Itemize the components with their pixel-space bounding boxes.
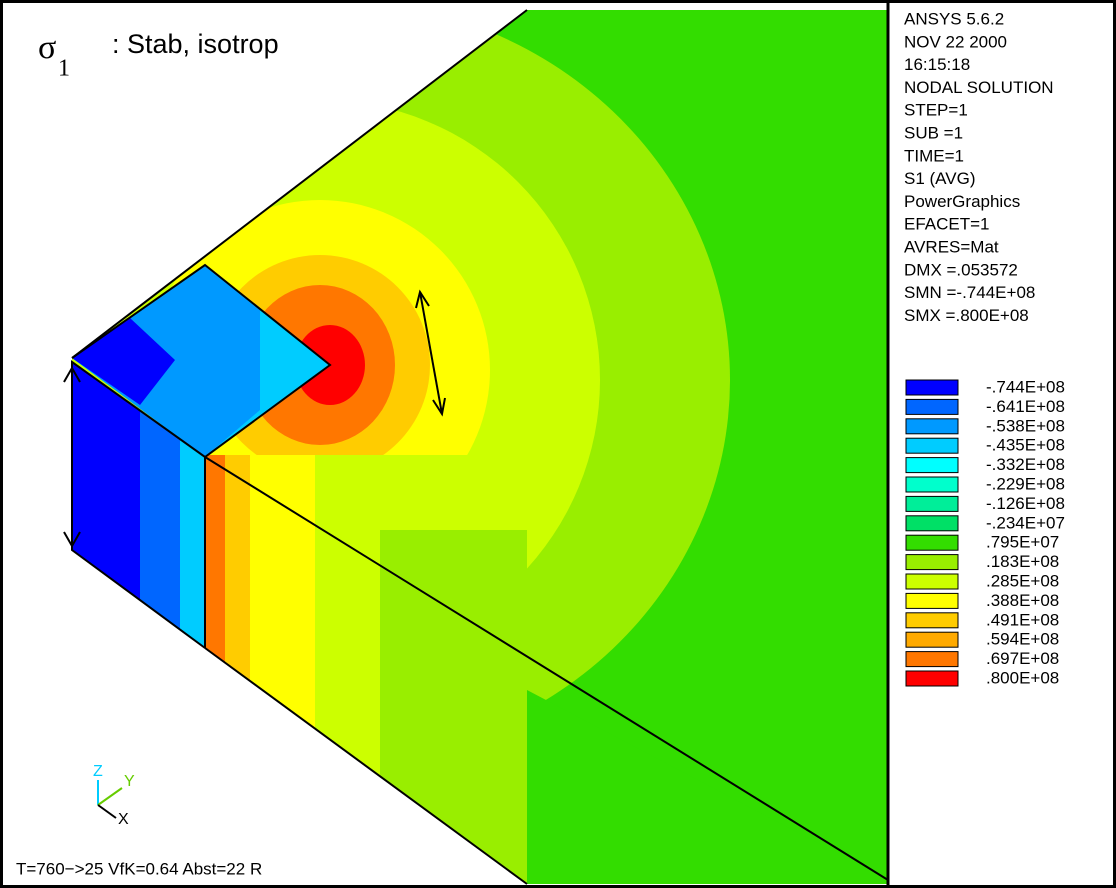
legend-label: -.435E+08 [986,436,1065,455]
legend-swatch [905,457,959,474]
legend-swatch [905,398,959,415]
legend-label: .697E+08 [986,649,1059,668]
legend-swatch [905,554,959,571]
legend-label: .491E+08 [986,610,1059,629]
triad-z: Z [93,763,103,780]
legend-swatch [905,418,959,435]
legend-label: -.538E+08 [986,416,1065,435]
legend-swatch [905,631,959,648]
info-line: S1 (AVG) [904,169,975,188]
arrows [63,289,446,549]
legend-swatch [905,495,959,512]
legend-swatch [905,612,959,629]
info-line: TIME=1 [904,146,964,165]
info-line: EFACET=1 [904,215,990,234]
title-subscript: 1 [58,56,70,82]
legend-swatch [905,534,959,551]
footer: T=760−>25 VfK=0.64 Abst=22 R [16,859,262,878]
legend-swatch [905,651,959,668]
legend-swatch [905,573,959,590]
triad-y: Y [124,773,135,790]
info-line: AVRES=Mat [904,237,999,256]
info-line: ANSYS 5.6.2 [904,9,1004,28]
info-line: PowerGraphics [904,192,1020,211]
axis-triad [97,780,123,819]
title-text: : Stab, isotrop [112,29,279,59]
legend-label: .183E+08 [986,552,1059,571]
legend-label: -.641E+08 [986,397,1065,416]
legend-label: .800E+08 [986,668,1059,687]
info-line: SUB =1 [904,123,963,142]
legend-swatch [905,476,959,493]
legend-label: -.332E+08 [986,455,1065,474]
title-symbol: σ [38,29,56,66]
legend-swatch [905,379,959,396]
info-line: 16:15:18 [904,55,970,74]
legend-label: -.744E+08 [986,377,1065,396]
legend-label: -.234E+07 [986,513,1065,532]
info-line: NOV 22 2000 [904,32,1007,51]
info-line: NODAL SOLUTION [904,78,1054,97]
legend-label: .388E+08 [986,591,1059,610]
legend-label: -.229E+08 [986,474,1065,493]
legend-swatch [905,592,959,609]
triad-x: X [118,811,129,828]
info-panel: ANSYS 5.6.2 NOV 22 2000 16:15:18 NODAL SOLU… [904,9,1065,687]
legend-swatch [905,437,959,454]
legend-label: .285E+08 [986,571,1059,590]
legend-label: .795E+07 [986,533,1059,552]
info-line: STEP=1 [904,101,968,120]
legend-label: .594E+08 [986,630,1059,649]
info-line: SMN =-.744E+08 [904,283,1035,302]
legend-label: -.126E+08 [986,494,1065,513]
outline [71,9,889,885]
info-line: SMX =.800E+08 [904,306,1029,325]
info-line: DMX =.053572 [904,260,1018,279]
legend-swatch [905,515,959,532]
legend-swatch [905,670,959,687]
